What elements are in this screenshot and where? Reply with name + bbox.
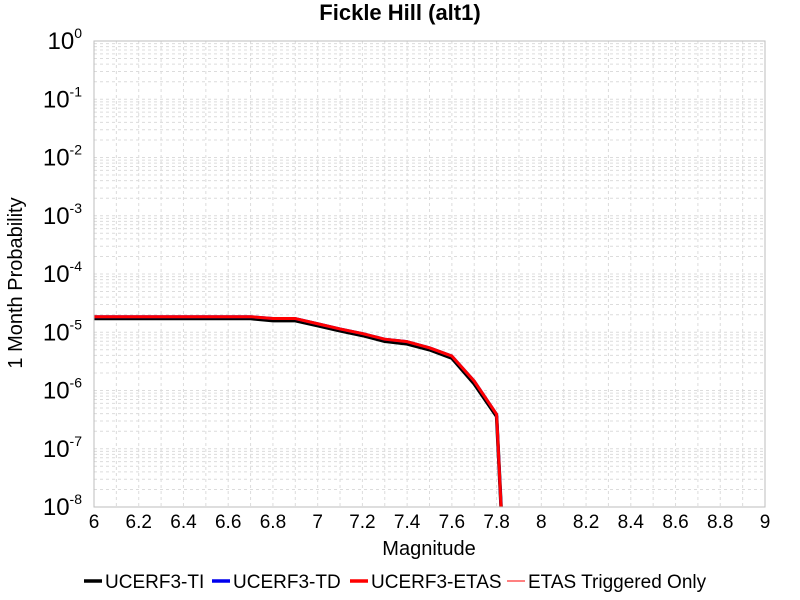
grid-lines: [93, 40, 766, 508]
y-tick-label: 10-3: [43, 200, 82, 230]
y-tick-label: 10-1: [43, 83, 82, 113]
x-tick-label: 6.2: [126, 512, 152, 533]
x-tick-label: 8.6: [662, 512, 688, 533]
y-tick-label: 10-4: [43, 258, 82, 288]
y-axis-ticks: 100 10-1 10-2 10-3 10-4 10-5 10-6 10-7 10-8: [43, 25, 82, 521]
y-tick-label: 10-5: [43, 316, 82, 346]
legend-label: UCERF3-ETAS: [371, 572, 502, 593]
legend-label: UCERF3-TD: [233, 572, 341, 593]
x-tick-label: 6.6: [215, 512, 241, 533]
y-tick-label: 100: [48, 25, 83, 55]
x-tick-label: 6.8: [260, 512, 286, 533]
x-tick-label: 7.2: [349, 512, 375, 533]
x-tick-label: 7: [312, 512, 323, 533]
x-tick-label: 7.4: [394, 512, 421, 533]
x-tick-label: 8.2: [573, 512, 599, 533]
y-tick-label: 10-6: [43, 375, 82, 405]
x-tick-label: 8.8: [707, 512, 733, 533]
y-tick-label: 10-8: [43, 491, 82, 521]
series-layer: [94, 315, 503, 508]
y-axis-label: 1 Month Probability: [5, 197, 27, 368]
legend: UCERF3-TI UCERF3-TD UCERF3-ETAS ETAS Trigge…: [84, 572, 707, 593]
x-axis-ticks: 6 6.2 6.4 6.6 6.8 7 7.2 7.4 7.6 7.8 8 8.2 8.4 8.6 8.8 9: [89, 512, 771, 533]
y-tick-label: 10-2: [43, 142, 82, 172]
x-axis-label: Magnitude: [382, 538, 475, 560]
x-tick-label: 7.6: [439, 512, 465, 533]
x-tick-label: 6.4: [170, 512, 197, 533]
y-tick-label: 10-7: [43, 433, 82, 463]
plot-area: [93, 40, 766, 508]
legend-label: UCERF3-TI: [105, 572, 204, 593]
x-tick-label: 9: [760, 512, 771, 533]
x-tick-label: 7.8: [483, 512, 509, 533]
series-line-ucerf3-etas: [94, 315, 503, 508]
x-tick-label: 8.4: [618, 512, 645, 533]
x-tick-label: 8: [536, 512, 547, 533]
plot-border: [93, 40, 766, 508]
x-tick-label: 6: [89, 512, 100, 533]
series-line-ucerf3-ti: [94, 316, 503, 508]
chart-title: Fickle Hill (alt1): [319, 0, 480, 25]
legend-label: ETAS Triggered Only: [528, 572, 707, 593]
